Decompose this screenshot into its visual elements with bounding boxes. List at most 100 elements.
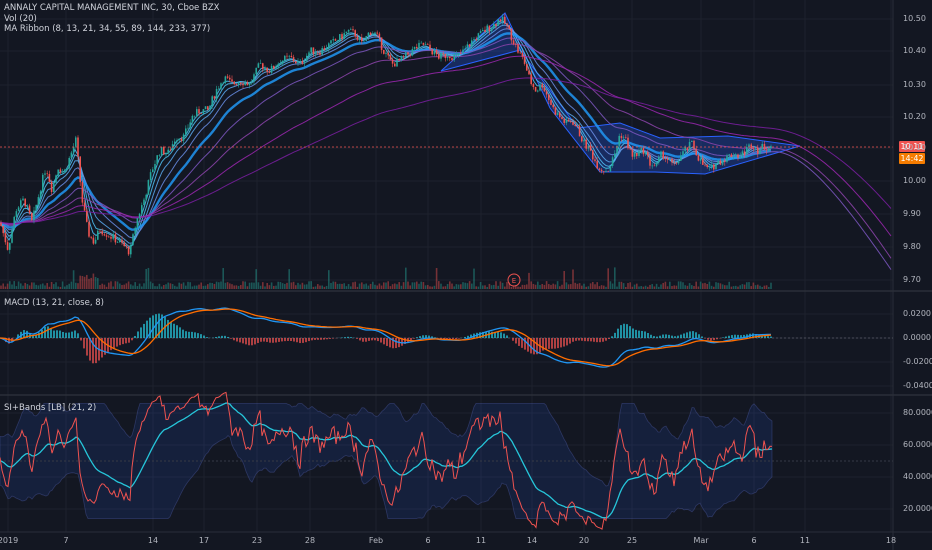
candle	[321, 45, 323, 56]
macd-axis-label: -0.0200	[903, 357, 932, 366]
candle	[215, 85, 218, 103]
macd-histogram-bar	[71, 331, 73, 338]
price-tag: 10.11	[899, 141, 925, 152]
candle	[594, 156, 596, 163]
volume-bar	[130, 284, 132, 289]
candle	[42, 172, 44, 195]
volume-bar	[741, 284, 744, 289]
candle	[367, 31, 370, 40]
volume-bar	[438, 281, 440, 289]
earnings-event-icon[interactable]	[507, 273, 521, 287]
candle	[53, 182, 55, 194]
price-axis-label: 9.80	[903, 242, 921, 251]
macd-histogram-bar	[290, 338, 292, 341]
volume-bar	[2, 283, 4, 289]
volume-bar	[290, 282, 293, 289]
macd-legend[interactable]: MACD (13, 21, close, 8)	[4, 298, 104, 308]
candle	[160, 146, 163, 157]
candle	[625, 134, 627, 139]
candle	[242, 81, 244, 89]
candle	[200, 112, 202, 114]
volume-bar	[251, 282, 253, 289]
candle	[152, 166, 154, 173]
volume-bar	[640, 286, 642, 289]
time-axis-label: 14	[147, 536, 159, 545]
volume-bar	[409, 285, 411, 289]
candle	[218, 85, 220, 91]
volume-bar	[191, 286, 194, 289]
candle	[136, 218, 139, 230]
macd-histogram-bar	[443, 338, 445, 340]
macd-histogram-bar	[224, 335, 226, 338]
candle	[163, 145, 165, 155]
volume-legend[interactable]: Vol (20)	[4, 13, 37, 24]
candle	[691, 140, 693, 142]
macd-histogram-bar	[503, 333, 505, 338]
candle	[134, 226, 136, 239]
volume-bar	[81, 275, 84, 289]
volume-bar	[490, 285, 493, 289]
rsi-legend[interactable]: SI+Bands [LB] (21, 2)	[4, 403, 97, 413]
candle	[512, 38, 515, 46]
symbol-title[interactable]: ANNALY CAPITAL MANAGEMENT INC, 30, Cboe …	[4, 3, 220, 13]
volume-bar	[499, 281, 502, 289]
candle	[319, 49, 321, 57]
macd-histogram-bar	[350, 337, 352, 338]
volume-bar	[299, 284, 301, 289]
macd-histogram-bar	[737, 334, 739, 338]
candle	[332, 36, 334, 44]
candle	[277, 62, 279, 70]
volume-bar	[539, 285, 541, 289]
volume-bar	[178, 282, 180, 289]
macd-histogram-bar	[119, 338, 121, 346]
ma-ribbon-legend[interactable]: MA Ribbon (8, 13, 21, 34, 55, 89, 144, 2…	[4, 24, 211, 34]
macd-histogram-bar	[41, 329, 43, 338]
candle	[15, 208, 18, 219]
candle	[317, 50, 319, 55]
candle	[196, 106, 198, 117]
candle	[488, 25, 491, 35]
volume-bar	[497, 285, 499, 289]
candle	[259, 59, 262, 64]
macd-histogram-bar	[542, 338, 544, 351]
volume-bar	[246, 286, 249, 289]
candle	[198, 106, 200, 116]
volume-bar	[185, 285, 187, 289]
volume-bar	[554, 284, 557, 289]
volume-bar	[660, 284, 662, 289]
volume-bar	[4, 286, 7, 289]
candle	[167, 147, 169, 155]
candle	[614, 150, 616, 158]
candle	[193, 115, 196, 118]
candle	[526, 63, 528, 71]
macd-histogram-bar	[158, 313, 160, 338]
volume-bar	[319, 285, 321, 289]
macd-histogram-bar	[179, 327, 181, 338]
volume-bar	[53, 284, 55, 289]
candle	[116, 240, 119, 244]
candle	[585, 137, 587, 152]
candle	[86, 208, 88, 223]
rsi-basis-line	[0, 402, 773, 519]
rsi-line	[0, 391, 773, 530]
macd-histogram-bar	[665, 334, 667, 338]
macd-histogram-bar	[128, 338, 130, 343]
volume-bar	[90, 277, 92, 289]
candle	[251, 79, 253, 85]
macd-histogram-bar	[5, 338, 7, 343]
volume-bar	[429, 286, 431, 289]
candle	[517, 42, 519, 54]
macd-histogram-bar	[176, 325, 178, 338]
macd-histogram-bar	[152, 315, 154, 338]
candle	[677, 158, 680, 165]
macd-histogram-bar	[743, 334, 745, 338]
macd-histogram-bar	[215, 336, 217, 338]
macd-histogram-bar	[434, 337, 436, 338]
volume-bar	[22, 285, 24, 289]
macd-histogram-bar	[194, 332, 196, 338]
volume-bar	[521, 284, 524, 289]
macd-histogram-bar	[401, 338, 403, 346]
candle	[400, 55, 403, 62]
volume-bar	[215, 281, 218, 289]
